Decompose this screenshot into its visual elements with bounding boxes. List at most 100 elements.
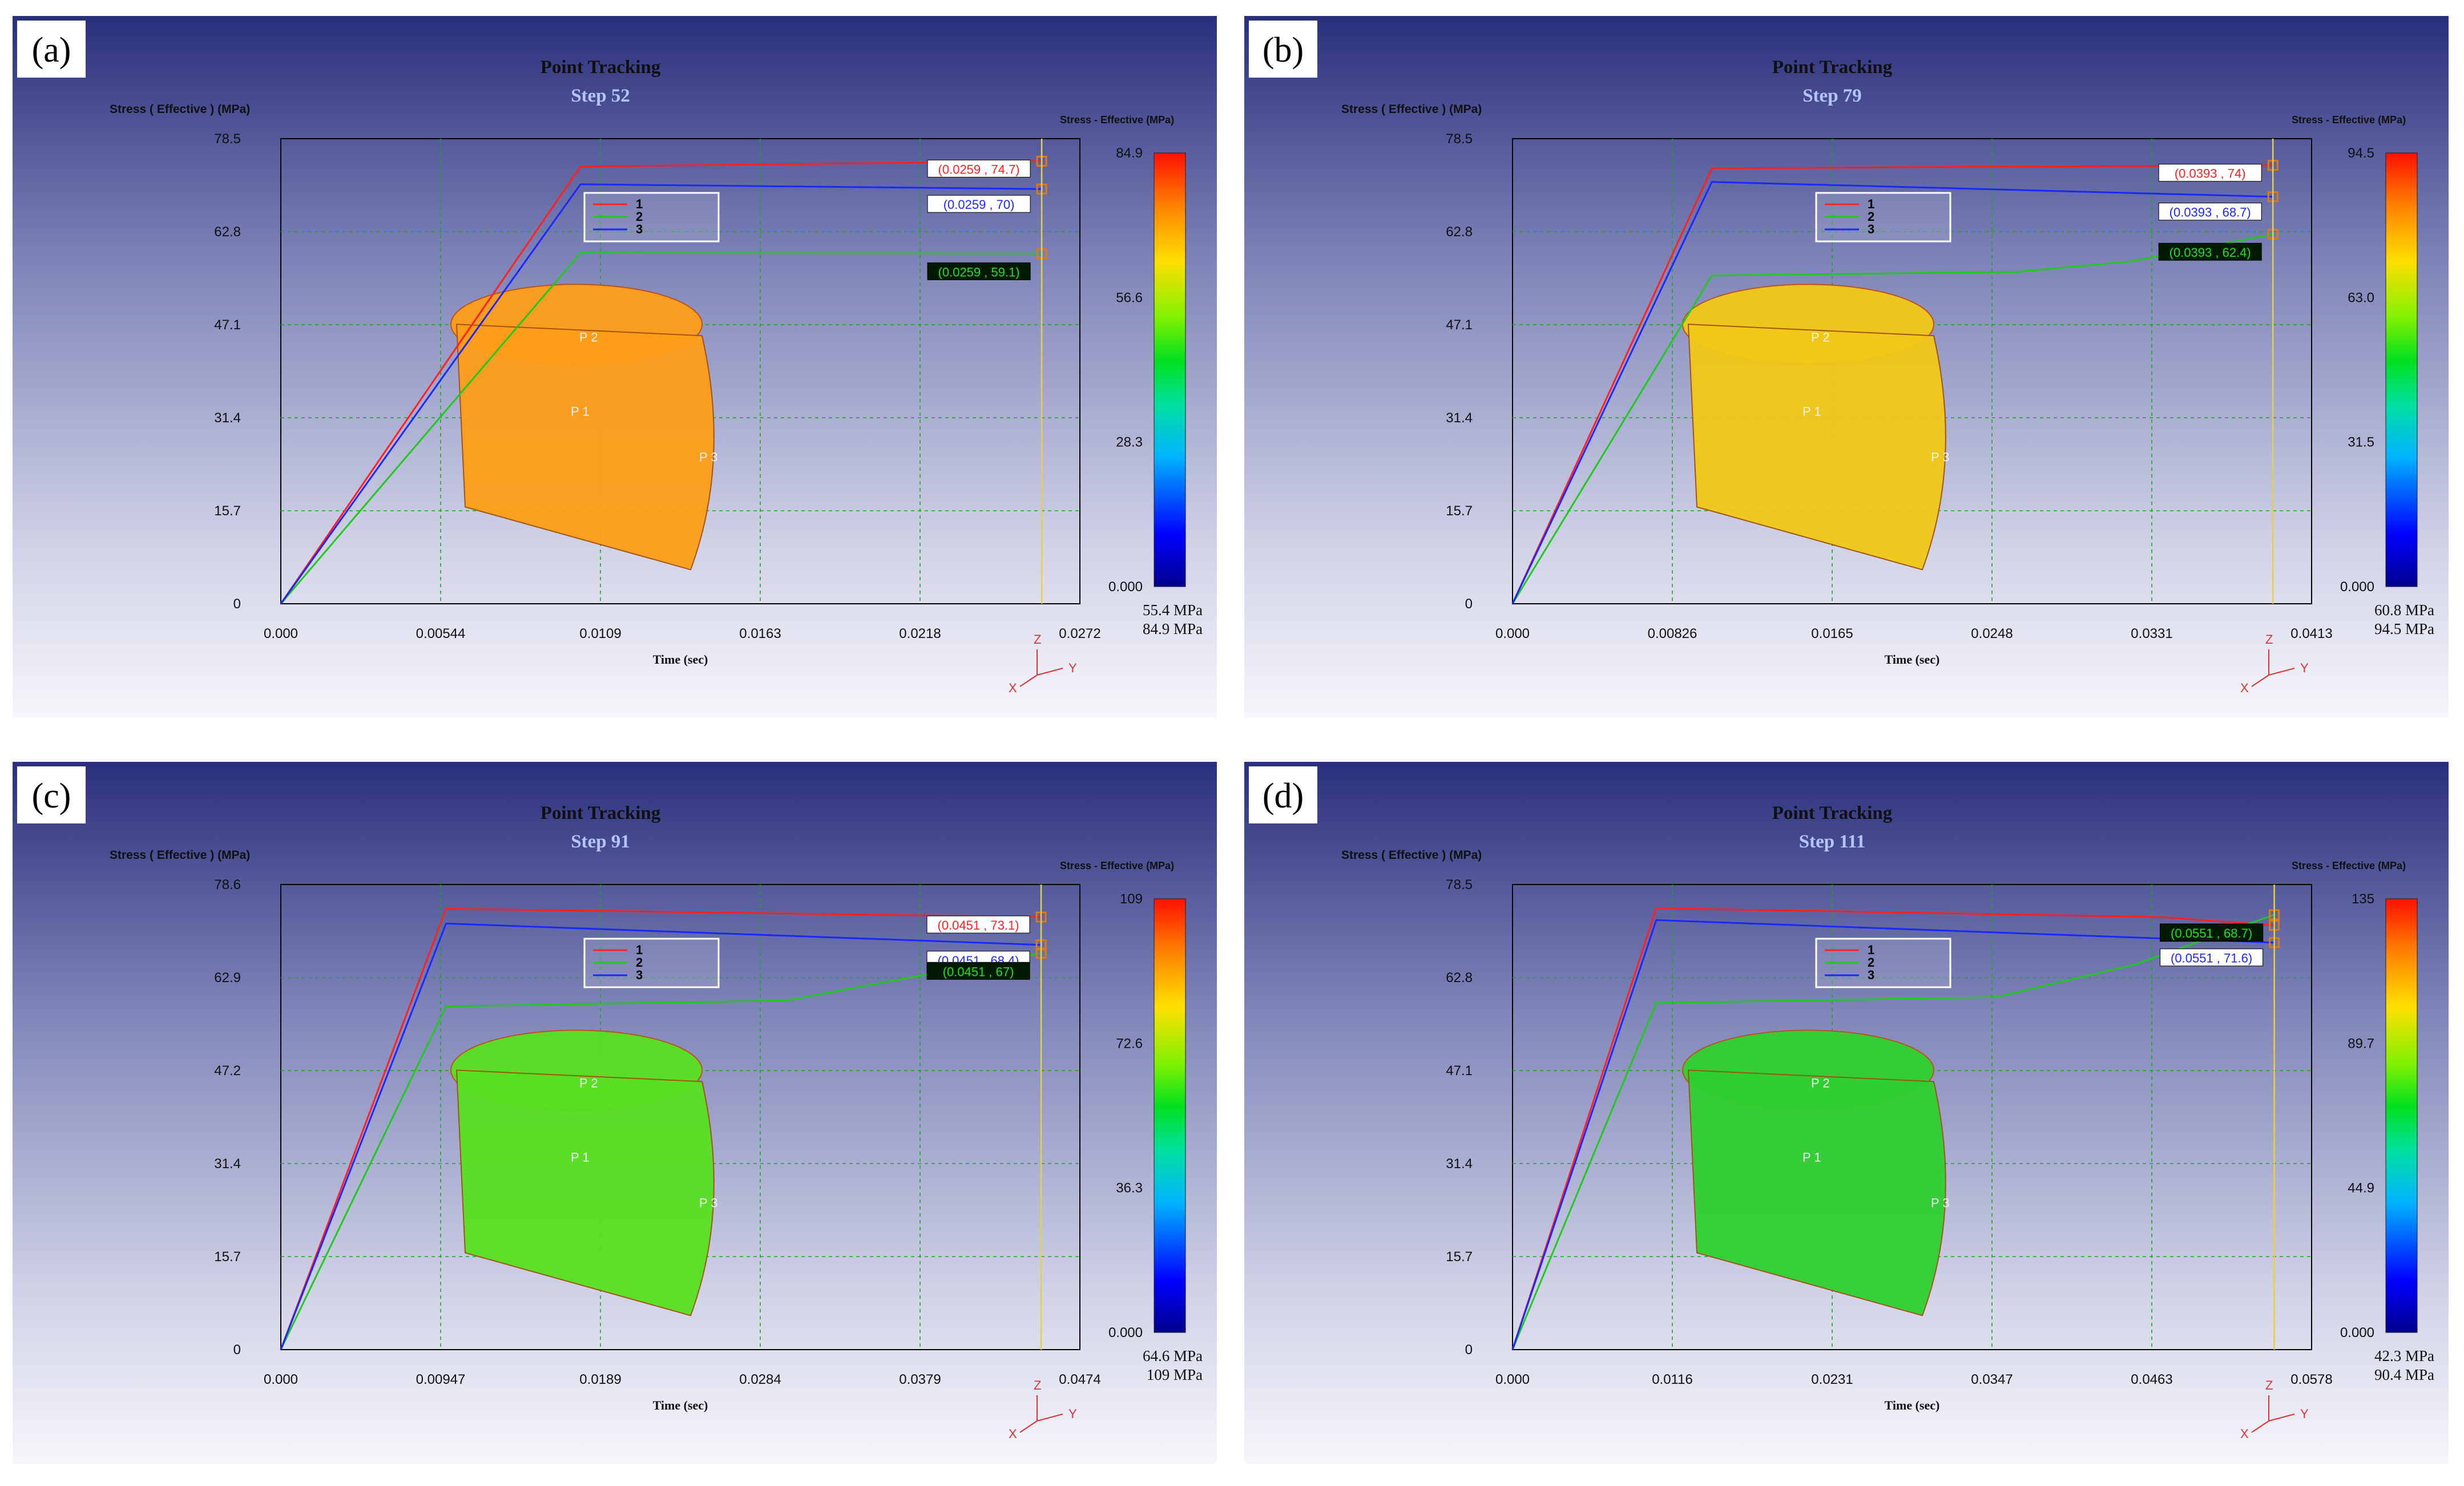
range-text: 64.6 MPa: [1143, 1347, 1203, 1364]
colorbar-tick-label: 44.9: [2348, 1181, 2374, 1196]
colorbar-tick-label: 31.5: [2348, 435, 2374, 450]
panel-label: (d): [1263, 777, 1304, 815]
chart-panel: (d) Point Tracking Step 111 Stress ( Effect…: [1244, 762, 2449, 1464]
range-text: 90.4 MPa: [2374, 1366, 2434, 1383]
plot-frame: [1512, 138, 2312, 604]
x-tick-label: 0.0463: [2131, 1372, 2172, 1387]
colorbar: [2385, 152, 2418, 587]
legend-entry: 3: [636, 968, 643, 982]
x-tick-label: 0.00826: [1648, 626, 1697, 641]
y-tick-label: 15.7: [214, 1249, 241, 1265]
triad-axis-x: [1019, 675, 1038, 687]
panel-label: (a): [32, 31, 71, 70]
panel-title: Point Tracking: [1772, 57, 1893, 78]
colorbar-title: Stress - Effective (MPa): [2292, 114, 2406, 126]
specimen-body: [1687, 324, 1946, 571]
panel-title: Point Tracking: [1772, 803, 1893, 823]
x-tick-label: 0.0231: [1811, 1372, 1853, 1387]
colorbar-tick-label: 89.7: [2348, 1036, 2374, 1051]
triad-axis-x: [1019, 1420, 1038, 1433]
probe-value: (0.0551 , 68.7): [2171, 926, 2252, 940]
colorbar-tick-label: 109: [1120, 891, 1143, 907]
probe-value-box: [926, 962, 1030, 980]
x-tick-label: 0.0379: [899, 1372, 941, 1387]
y-tick-label: 15.7: [1446, 1249, 1473, 1265]
series-line-3: [1511, 919, 2275, 1350]
y-tick-label: 62.8: [1446, 224, 1473, 240]
probe-value: (0.0259 , 74.7): [938, 162, 1020, 176]
y-tick-label: 62.8: [1446, 970, 1473, 986]
y-tick-label: 47.1: [1446, 317, 1473, 333]
series-line-1: [280, 907, 1042, 1350]
colorbar-tick-label: 72.6: [1116, 1036, 1143, 1051]
x-tick-label: 0.0218: [899, 626, 941, 641]
x-tick-label: 0.0284: [739, 1372, 781, 1387]
y-tick-label: 0: [233, 596, 241, 612]
y-tick-label: 15.7: [214, 503, 241, 519]
colorbar-title: Stress - Effective (MPa): [1060, 860, 1174, 871]
point-label: P 1: [571, 1150, 590, 1164]
legend-entry: 2: [1868, 209, 1874, 224]
panel-title: Point Tracking: [541, 57, 661, 78]
range-text: 94.5 MPa: [2374, 620, 2434, 637]
colorbar-tick-label: 94.5: [2348, 146, 2374, 161]
probe-value: (0.0551 , 71.6): [2171, 951, 2252, 966]
triad-label: Z: [2265, 1378, 2273, 1392]
series-line-1: [280, 160, 1042, 604]
specimen-body: [455, 1069, 715, 1317]
colorbar-tick-label: 84.9: [1116, 146, 1143, 161]
triad-label: X: [2240, 1427, 2249, 1441]
triad-label: X: [1009, 1427, 1017, 1441]
triad-label: Y: [1068, 661, 1077, 675]
x-tick-label: 0.0578: [2290, 1372, 2332, 1387]
probe-value: (0.0393 , 62.4): [2169, 245, 2251, 260]
legend-entry: 1: [636, 197, 643, 211]
plot-frame: [1512, 884, 2312, 1350]
x-tick-label: 0.0248: [1971, 626, 2013, 641]
chart-panel: (c) Point Tracking Step 91 Stress ( Effecti…: [13, 762, 1217, 1464]
triad-label: Z: [1034, 632, 1041, 647]
series-line-2: [280, 252, 1042, 604]
triad-label: Y: [1068, 1407, 1077, 1421]
legend-entry: 3: [1868, 968, 1874, 982]
x-tick-label: 0.00544: [416, 626, 466, 641]
x-tick-label: 0.0331: [2131, 626, 2172, 641]
y-tick-label: 0: [233, 1342, 241, 1358]
point-label: P 2: [579, 330, 598, 344]
step-label: Step 91: [571, 831, 630, 852]
probe-value: (0.0393 , 68.7): [2169, 205, 2251, 220]
range-text: 60.8 MPa: [2374, 601, 2434, 619]
range-text: 109 MPa: [1147, 1366, 1203, 1383]
range-text: 42.3 MPa: [2374, 1347, 2434, 1364]
x-tick-label: 0.0116: [1652, 1372, 1693, 1387]
x-axis-label: Time (sec): [653, 652, 708, 667]
x-tick-label: 0.00947: [416, 1372, 466, 1387]
x-axis-label: Time (sec): [653, 1398, 708, 1412]
colorbar-title: Stress - Effective (MPa): [2292, 860, 2406, 871]
probe-value: (0.0451 , 73.1): [938, 918, 1019, 932]
specimen-body: [1687, 1069, 1946, 1317]
x-tick-label: 0.000: [1495, 1372, 1530, 1387]
y-tick-label: 62.8: [214, 224, 241, 240]
y-tick-label: 31.4: [214, 410, 241, 426]
point-label: P 3: [699, 450, 718, 464]
probe-value-box: [2158, 164, 2262, 182]
range-text: 84.9 MPa: [1143, 620, 1203, 637]
y-tick-label: 78.5: [1446, 131, 1473, 147]
x-tick-label: 0.0189: [579, 1372, 621, 1387]
probe-value-box: [927, 262, 1031, 280]
x-tick-label: 0.0474: [1059, 1372, 1100, 1387]
legend-entry: 1: [636, 943, 643, 957]
panel-label-box: [17, 21, 86, 78]
probe-value-box: [927, 159, 1031, 177]
colorbar-tick-label: 56.6: [1116, 290, 1143, 305]
x-axis-label: Time (sec): [1885, 652, 1940, 667]
x-tick-label: 0.0165: [1811, 626, 1853, 641]
probe-value-box: [927, 195, 1031, 213]
y-tick-label: 47.2: [214, 1063, 241, 1079]
y-axis-label: Stress ( Effective ) (MPa): [1341, 849, 1482, 862]
step-label: Step 111: [1799, 831, 1865, 852]
y-axis-label: Stress ( Effective ) (MPa): [110, 849, 250, 862]
plot-frame: [280, 138, 1080, 604]
